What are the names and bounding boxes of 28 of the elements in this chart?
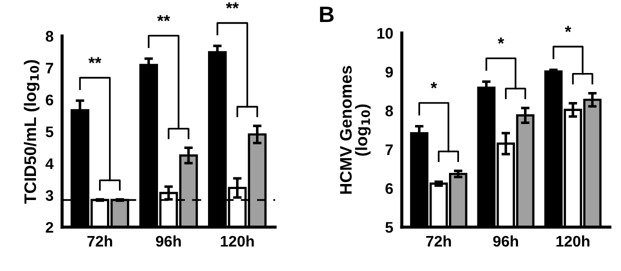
text: ** <box>226 2 239 9</box>
text: * <box>564 26 572 32</box>
x-tick-label: 120h <box>556 235 590 247</box>
y-tick-label: 5 <box>385 222 394 233</box>
annotation: ** <box>88 57 102 64</box>
y-tick-label: 8 <box>385 106 393 116</box>
annotation: * <box>498 38 504 44</box>
y-tick-label: 6 <box>386 183 393 194</box>
y-tick-label: 7 <box>386 144 393 156</box>
text: ** <box>157 15 170 22</box>
chart-title: B <box>320 6 334 22</box>
x-tick-label: 120h <box>220 235 254 247</box>
x-tick-label: 72h <box>87 235 112 247</box>
x-tick-label: 96h <box>156 235 181 247</box>
y-tick-label: 5 <box>46 126 54 138</box>
x-tick-label: 72h <box>426 235 451 247</box>
y-tick-label: 10 <box>377 28 393 39</box>
y-axis-title: HCMV Genomes (log$_{10}$) <box>340 66 371 194</box>
y-tick-label: 4 <box>46 158 54 169</box>
y-tick-label: 6 <box>46 94 54 106</box>
y-tick-label: 2 <box>46 222 54 233</box>
annotation: * <box>430 82 438 88</box>
y-tick-label: 7 <box>46 62 54 74</box>
y-tick-label: 9 <box>385 66 393 78</box>
x-tick-label: 96h <box>493 235 518 247</box>
y-tick-label: 3 <box>46 190 54 201</box>
y-axis-title: TCID50/mL (log$_{10}$) <box>24 60 40 204</box>
y-tick-label: 8 <box>46 30 54 42</box>
